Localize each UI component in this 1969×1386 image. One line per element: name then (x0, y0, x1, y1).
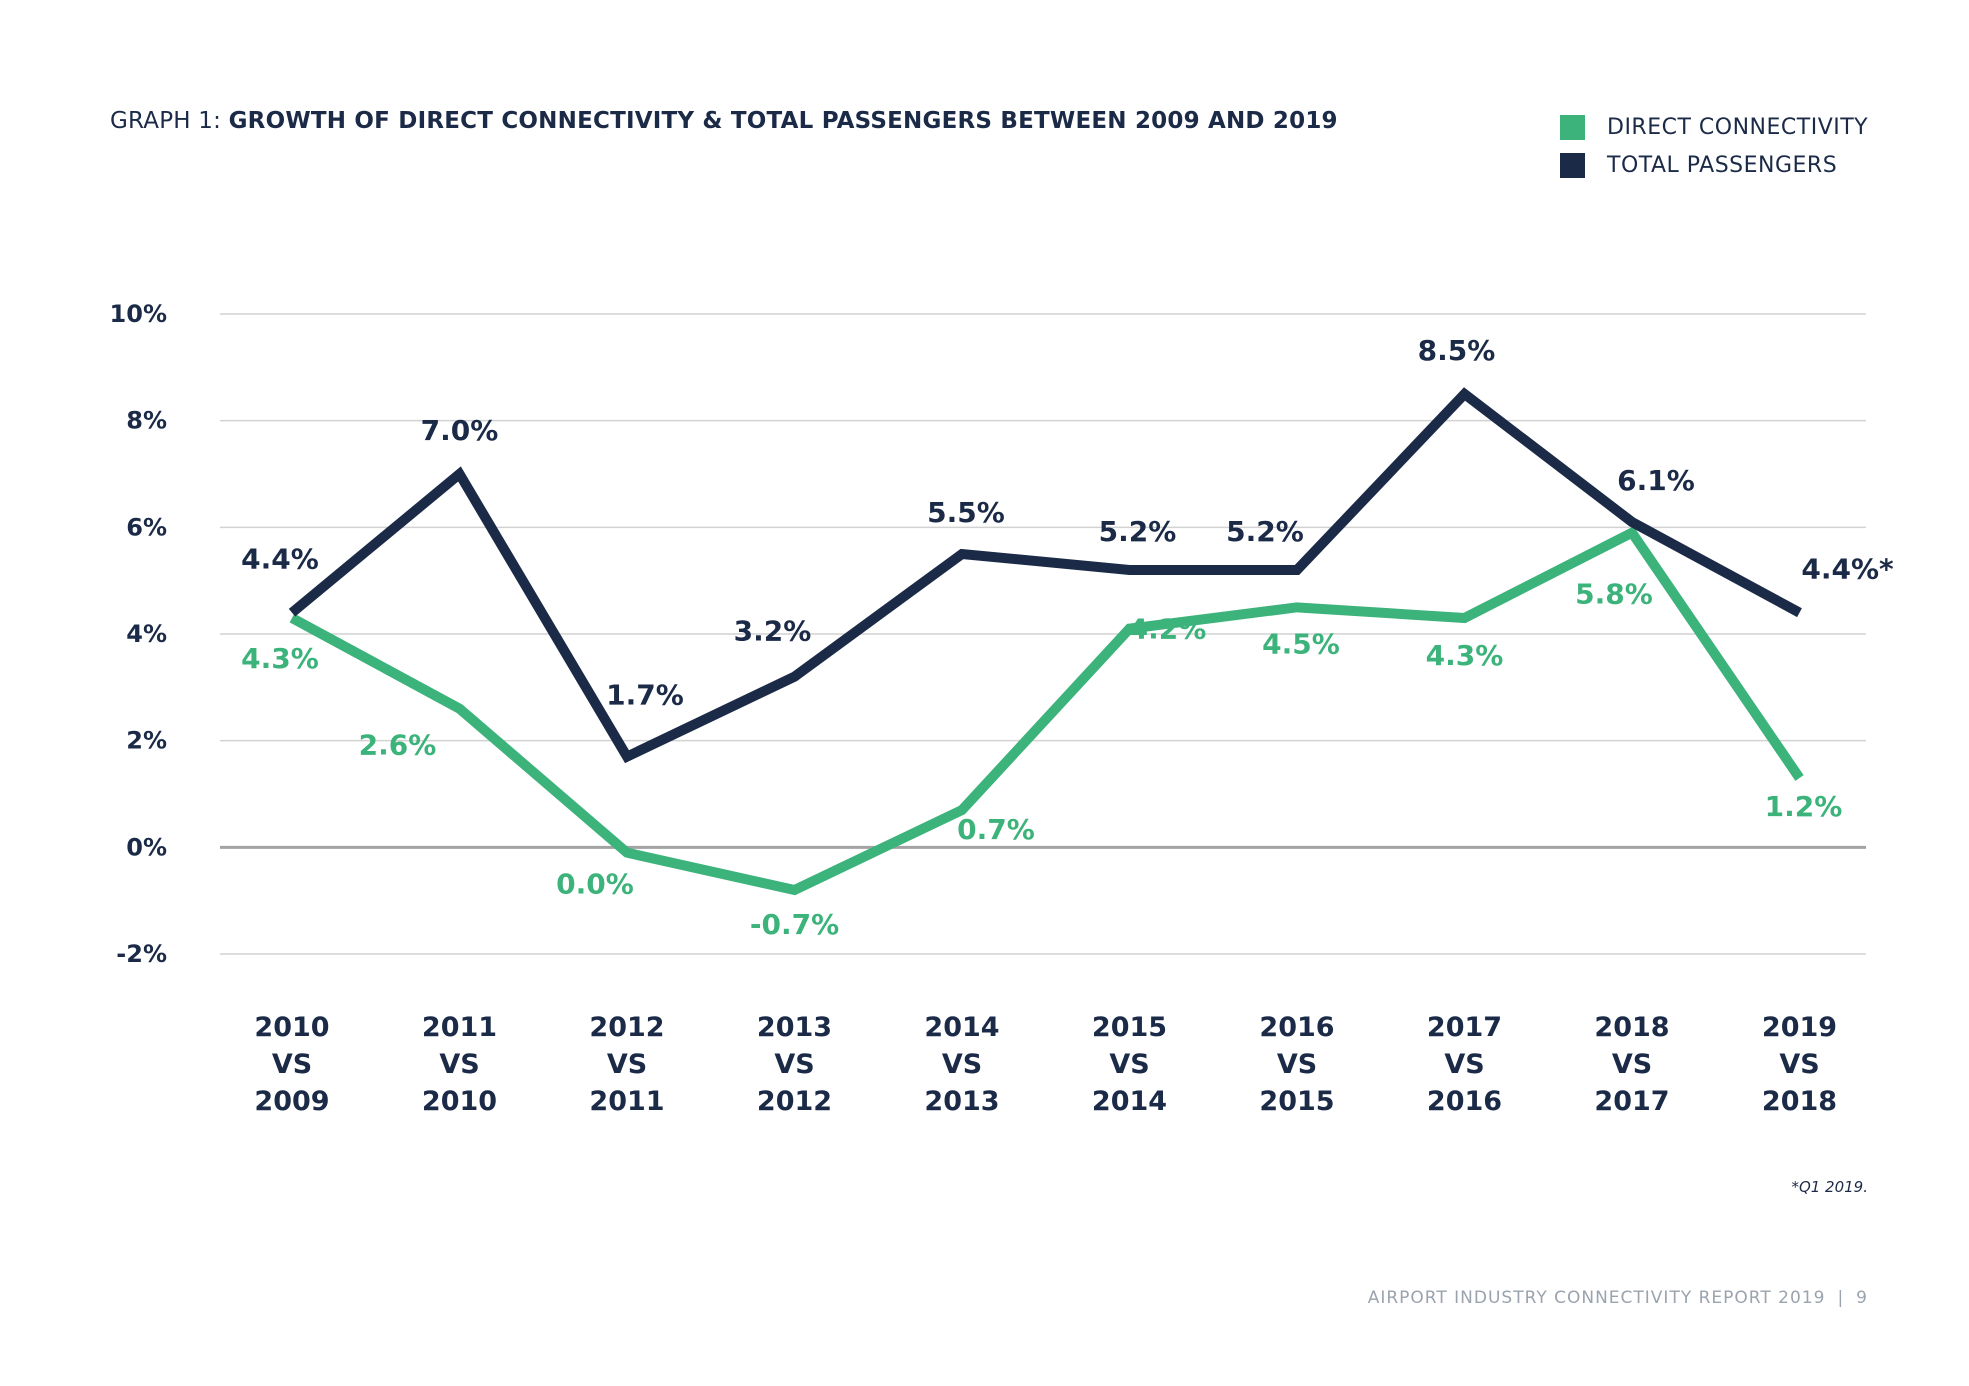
y-tick-label: 0% (126, 833, 167, 861)
y-tick-label: 10% (110, 300, 167, 328)
data-label-direct-connectivity: 1.2% (1765, 790, 1843, 823)
data-label-direct-connectivity: 4.2% (1129, 613, 1207, 646)
data-label-direct-connectivity: 2.6% (359, 729, 437, 762)
chart-title-bold: GROWTH OF DIRECT CONNECTIVITY & TOTAL PA… (228, 108, 1338, 134)
x-tick-label: 2014 (1092, 1086, 1167, 1117)
x-tick-label: VS (272, 1049, 312, 1080)
x-tick-label: 2019 (1762, 1012, 1837, 1043)
footer-page-number: 9 (1856, 1288, 1868, 1308)
data-label-total-passengers: 1.7% (606, 679, 684, 712)
x-tick-label: VS (607, 1049, 647, 1080)
data-label-total-passengers: 7.0% (421, 414, 499, 447)
data-label-direct-connectivity: 0.7% (957, 813, 1035, 846)
x-tick-label: 2016 (1259, 1012, 1334, 1043)
data-label-direct-connectivity: 0.0% (556, 868, 634, 901)
x-tick-label: 2018 (1762, 1086, 1837, 1117)
data-label-direct-connectivity: 4.3% (241, 642, 319, 675)
x-tick-label: 2017 (1427, 1012, 1502, 1043)
y-tick-label: 2% (126, 727, 167, 755)
data-label-total-passengers: 4.4%* (1801, 553, 1894, 586)
x-tick-label: 2014 (924, 1012, 999, 1043)
data-label-total-passengers: 4.4% (241, 543, 319, 576)
x-tick-label: VS (942, 1049, 982, 1080)
x-tick-label: 2012 (589, 1012, 664, 1043)
y-tick-label: 6% (126, 513, 167, 541)
data-label-total-passengers: 6.1% (1617, 464, 1695, 497)
x-tick-label: 2009 (254, 1086, 329, 1117)
legend: DIRECT CONNECTIVITY TOTAL PASSENGERS (1560, 108, 1868, 184)
x-tick-label: 2013 (924, 1086, 999, 1117)
x-tick-label: 2016 (1427, 1086, 1502, 1117)
x-tick-label: VS (774, 1049, 814, 1080)
legend-swatch-direct-connectivity (1560, 114, 1585, 140)
data-label-direct-connectivity: 5.8% (1575, 578, 1653, 611)
x-tick-label: VS (1779, 1049, 1819, 1080)
x-tick-label: 2011 (589, 1086, 664, 1117)
data-label-direct-connectivity: 4.5% (1262, 627, 1340, 660)
x-tick-label: VS (1444, 1049, 1484, 1080)
data-label-total-passengers: 3.2% (734, 615, 812, 648)
data-label-total-passengers: 5.5% (927, 496, 1005, 529)
data-label-total-passengers: 8.5% (1418, 334, 1496, 367)
x-tick-label: 2017 (1594, 1086, 1669, 1117)
legend-label-direct-connectivity: DIRECT CONNECTIVITY (1607, 114, 1869, 140)
data-label-direct-connectivity: -0.7% (750, 908, 839, 941)
footnote: *Q1 2019. (1791, 1178, 1868, 1196)
x-tick-label: 2015 (1259, 1086, 1334, 1117)
x-tick-label: VS (1277, 1049, 1317, 1080)
legend-item-total-passengers: TOTAL PASSENGERS (1560, 146, 1868, 184)
y-tick-label: 8% (126, 407, 167, 435)
x-tick-label: 2013 (757, 1012, 832, 1043)
footer-report-title: AIRPORT INDUSTRY CONNECTIVITY REPORT 201… (1367, 1288, 1826, 1308)
x-tick-label: 2018 (1594, 1012, 1669, 1043)
x-tick-label: VS (439, 1049, 479, 1080)
data-label-total-passengers: 5.2% (1099, 515, 1177, 548)
page-footer: AIRPORT INDUSTRY CONNECTIVITY REPORT 201… (1368, 1288, 1868, 1308)
x-tick-label: VS (1612, 1049, 1652, 1080)
y-tick-label: 4% (126, 620, 167, 648)
legend-swatch-total-passengers (1560, 152, 1585, 178)
x-tick-label: VS (1109, 1049, 1149, 1080)
x-tick-label: 2010 (422, 1086, 497, 1117)
x-tick-label: 2011 (422, 1012, 497, 1043)
x-tick-label: 2010 (254, 1012, 329, 1043)
y-tick-label: -2% (116, 940, 167, 968)
data-label-direct-connectivity: 4.3% (1426, 639, 1504, 672)
chart-title: GRAPH 1: GROWTH OF DIRECT CONNECTIVITY &… (110, 108, 1338, 134)
chart-title-prefix: GRAPH 1: (110, 108, 229, 134)
legend-label-total-passengers: TOTAL PASSENGERS (1607, 152, 1838, 178)
data-label-total-passengers: 5.2% (1226, 515, 1304, 548)
x-tick-label: 2015 (1092, 1012, 1167, 1043)
x-tick-label: 2012 (757, 1086, 832, 1117)
series-line-direct-connectivity (289, 526, 1804, 896)
footer-separator: | (1837, 1288, 1845, 1308)
legend-item-direct-connectivity: DIRECT CONNECTIVITY (1560, 108, 1868, 146)
series-line-total-passengers (288, 387, 1802, 764)
